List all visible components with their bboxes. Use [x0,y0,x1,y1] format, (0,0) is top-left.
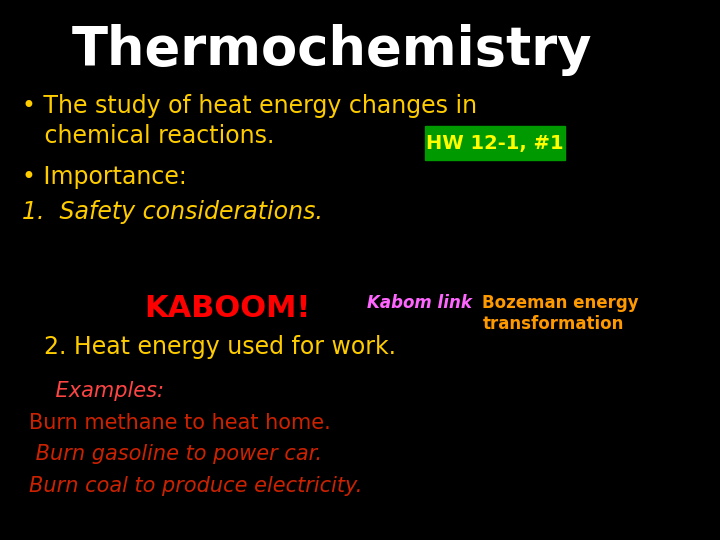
Text: HW 12-1, #1: HW 12-1, #1 [426,133,564,153]
Text: Examples:: Examples: [29,381,164,401]
FancyBboxPatch shape [425,126,565,160]
Text: 1.  Safety considerations.: 1. Safety considerations. [22,200,323,224]
Text: Burn coal to produce electricity.: Burn coal to produce electricity. [29,476,362,496]
Text: KABOOM!: KABOOM! [144,294,310,323]
Text: • The study of heat energy changes in: • The study of heat energy changes in [22,94,477,118]
Text: Kabom link: Kabom link [367,294,472,312]
Text: Bozeman energy
transformation: Bozeman energy transformation [482,294,639,333]
Text: Thermochemistry: Thermochemistry [72,24,593,76]
Text: Burn gasoline to power car.: Burn gasoline to power car. [29,444,322,464]
Text: • Importance:: • Importance: [22,165,186,188]
Text: chemical reactions.: chemical reactions. [22,124,274,148]
Text: 2. Heat energy used for work.: 2. Heat energy used for work. [29,335,396,359]
Text: Burn methane to heat home.: Burn methane to heat home. [29,413,330,433]
